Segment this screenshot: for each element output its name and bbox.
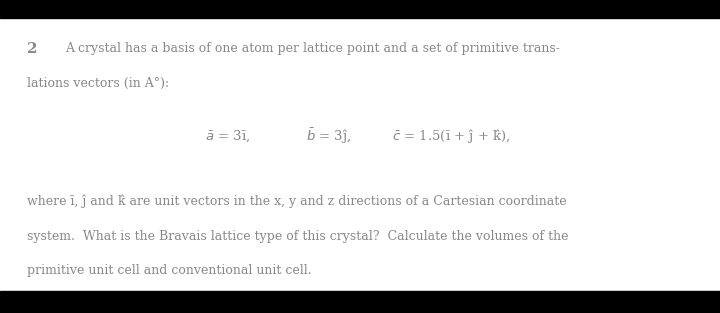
Text: $\bar{a}$ = 3ī,: $\bar{a}$ = 3ī, bbox=[205, 128, 251, 144]
Bar bbox=[0, 291, 720, 313]
Text: $\bar{b}$ = 3ĵ,: $\bar{b}$ = 3ĵ, bbox=[306, 126, 351, 146]
Text: primitive unit cell and conventional unit cell.: primitive unit cell and conventional uni… bbox=[27, 264, 312, 278]
Text: lations vectors (in A°):: lations vectors (in A°): bbox=[27, 77, 169, 90]
Text: where ī, ĵ and k̂ are unit vectors in the x, y and z directions of a Cartesian c: where ī, ĵ and k̂ are unit vectors in th… bbox=[27, 194, 567, 208]
Text: $\bar{c}$ = 1.5(ī + ĵ + k̂),: $\bar{c}$ = 1.5(ī + ĵ + k̂), bbox=[392, 127, 511, 145]
Text: system.  What is the Bravais lattice type of this crystal?  Calculate the volume: system. What is the Bravais lattice type… bbox=[27, 230, 569, 243]
Bar bbox=[0, 0, 720, 18]
Text: 2: 2 bbox=[27, 42, 38, 56]
Text: A crystal has a basis of one atom per lattice point and a set of primitive trans: A crystal has a basis of one atom per la… bbox=[65, 42, 559, 55]
